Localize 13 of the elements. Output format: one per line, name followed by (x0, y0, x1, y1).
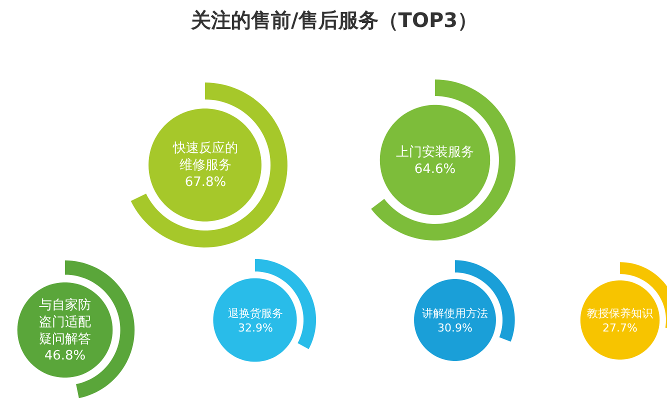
data-label: 46.8% (44, 348, 86, 364)
data-label: 30.9% (438, 321, 472, 334)
text: 关注的售前/售后服务（TOP3） (190, 8, 478, 32)
category-label: 上门安装服务 (396, 144, 474, 160)
data-label: 32.9% (238, 321, 273, 334)
data-label: 27.7% (602, 321, 638, 334)
category-label: 退换货服务 (228, 307, 283, 320)
category-label: 讲解使用方法 (422, 307, 488, 320)
data-label: 64.6% (414, 162, 456, 177)
category-label: 教授保养知识 (587, 307, 653, 320)
data-label: 67.8% (184, 174, 226, 190)
category-label: 与自家防盗门适配疑问解答 (39, 297, 91, 347)
category-label: 快速反应的维修服务 (172, 140, 238, 173)
